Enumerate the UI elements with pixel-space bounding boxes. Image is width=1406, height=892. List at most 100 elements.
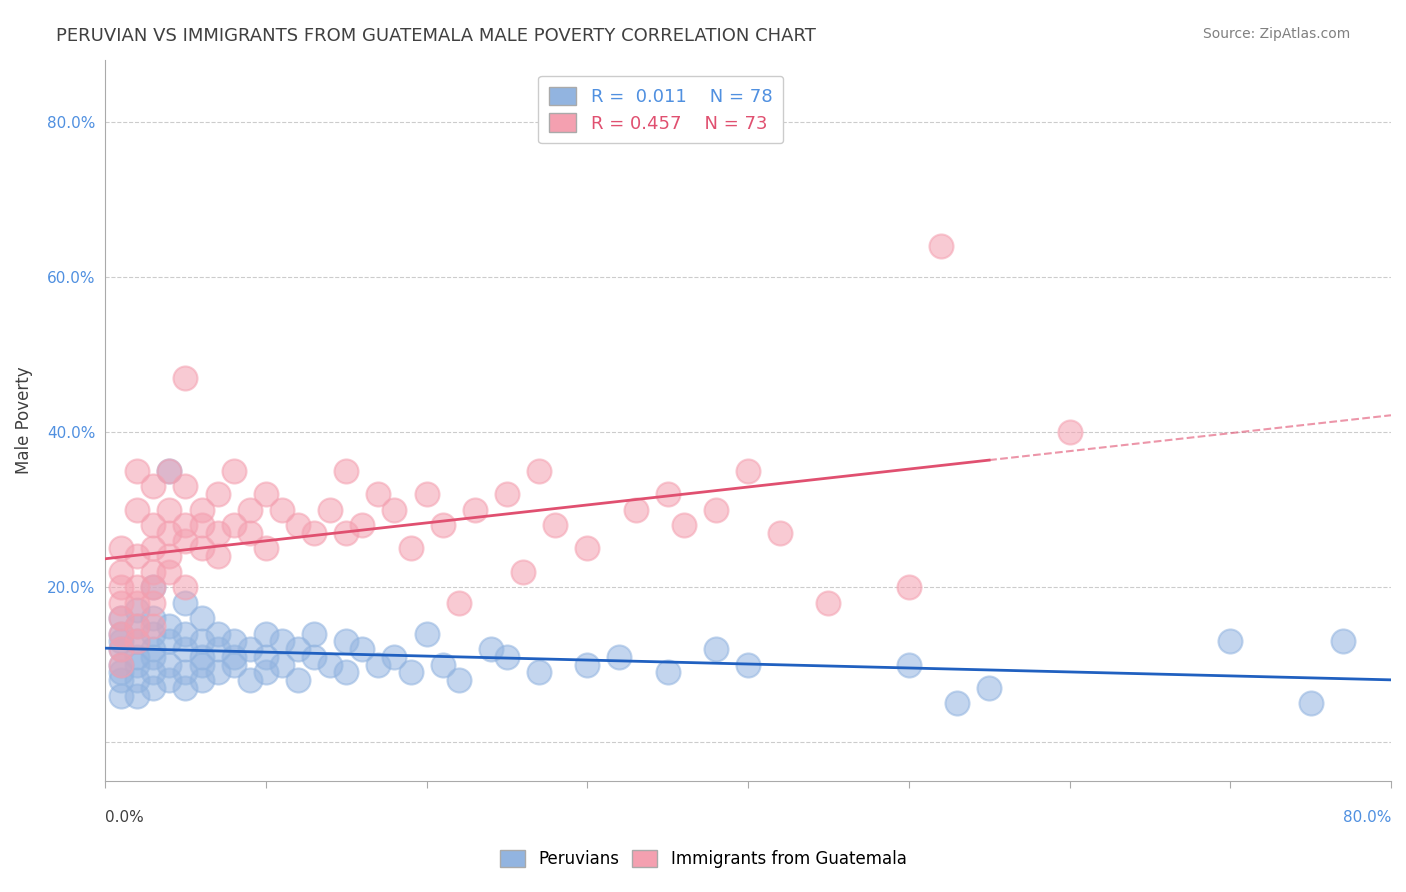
Point [897, 657, 920, 672]
Point [157, 565, 180, 579]
Point [929, 239, 952, 253]
Point [576, 541, 599, 556]
Point [1331, 634, 1354, 648]
Point [302, 626, 325, 640]
Point [190, 611, 212, 625]
Point [239, 525, 262, 540]
Text: Source: ZipAtlas.com: Source: ZipAtlas.com [1202, 27, 1350, 41]
Point [946, 697, 969, 711]
Point [239, 502, 262, 516]
Point [127, 634, 149, 648]
Point [207, 525, 229, 540]
Point [254, 665, 277, 680]
Point [127, 634, 149, 648]
Point [190, 673, 212, 688]
Point [319, 657, 342, 672]
Point [384, 502, 406, 516]
Point [174, 642, 197, 657]
Point [127, 549, 149, 563]
Point [142, 649, 165, 664]
Point [399, 541, 422, 556]
Point [399, 665, 422, 680]
Point [222, 464, 245, 478]
Point [1059, 425, 1081, 439]
Point [142, 642, 165, 657]
Legend: R =  0.011    N = 78, R = 0.457    N = 73: R = 0.011 N = 78, R = 0.457 N = 73 [538, 76, 783, 144]
Point [110, 634, 132, 648]
Point [207, 642, 229, 657]
Point [222, 634, 245, 648]
Point [190, 657, 212, 672]
Point [110, 673, 132, 688]
Point [110, 642, 132, 657]
Point [817, 596, 839, 610]
Point [271, 657, 294, 672]
Point [287, 518, 309, 533]
Point [110, 626, 132, 640]
Point [142, 580, 165, 594]
Point [127, 673, 149, 688]
Point [157, 619, 180, 633]
Point [527, 464, 550, 478]
Point [1299, 697, 1322, 711]
Point [110, 657, 132, 672]
Point [142, 479, 165, 493]
Point [254, 649, 277, 664]
Point [110, 611, 132, 625]
Text: 80.0%: 80.0% [1343, 810, 1391, 825]
Point [174, 533, 197, 548]
Point [174, 681, 197, 695]
Point [157, 657, 180, 672]
Point [127, 657, 149, 672]
Point [110, 611, 132, 625]
Point [335, 525, 357, 540]
Point [447, 673, 470, 688]
Point [464, 502, 486, 516]
Point [496, 487, 519, 501]
Point [527, 665, 550, 680]
Point [190, 502, 212, 516]
Point [432, 518, 454, 533]
Point [127, 502, 149, 516]
Point [222, 649, 245, 664]
Point [127, 689, 149, 703]
Point [207, 549, 229, 563]
Point [157, 502, 180, 516]
Point [110, 580, 132, 594]
Point [737, 657, 759, 672]
Point [335, 634, 357, 648]
Point [110, 541, 132, 556]
Point [190, 649, 212, 664]
Point [319, 502, 342, 516]
Point [415, 487, 437, 501]
Point [142, 596, 165, 610]
Point [239, 642, 262, 657]
Point [174, 626, 197, 640]
Point [142, 619, 165, 633]
Point [110, 657, 132, 672]
Point [157, 634, 180, 648]
Point [174, 665, 197, 680]
Point [432, 657, 454, 672]
Point [287, 673, 309, 688]
Point [1219, 634, 1241, 648]
Point [157, 673, 180, 688]
Point [287, 642, 309, 657]
Point [609, 649, 631, 664]
Point [979, 681, 1001, 695]
Point [207, 665, 229, 680]
Point [367, 487, 389, 501]
Point [110, 642, 132, 657]
Point [174, 479, 197, 493]
Y-axis label: Male Poverty: Male Poverty [15, 367, 32, 475]
Point [142, 665, 165, 680]
Point [447, 596, 470, 610]
Point [302, 525, 325, 540]
Point [352, 518, 374, 533]
Point [127, 580, 149, 594]
Point [544, 518, 567, 533]
Point [512, 565, 534, 579]
Point [367, 657, 389, 672]
Point [142, 541, 165, 556]
Point [897, 580, 920, 594]
